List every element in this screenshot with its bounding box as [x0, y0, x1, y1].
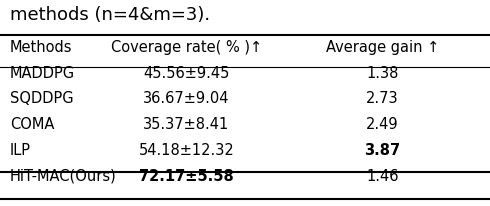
- Text: 1.38: 1.38: [366, 66, 398, 81]
- Text: Coverage rate( % )↑: Coverage rate( % )↑: [111, 40, 262, 55]
- Text: SQDDPG: SQDDPG: [10, 91, 74, 106]
- Text: methods (n=4&m=3).: methods (n=4&m=3).: [10, 6, 210, 24]
- Text: 2.49: 2.49: [366, 117, 398, 132]
- Text: 35.37±8.41: 35.37±8.41: [143, 117, 229, 132]
- Text: 1.46: 1.46: [366, 169, 398, 184]
- Text: 3.87: 3.87: [364, 143, 400, 158]
- Text: HiT-MAC(Ours): HiT-MAC(Ours): [10, 169, 117, 184]
- Text: 36.67±9.04: 36.67±9.04: [143, 91, 229, 106]
- Text: Average gain ↑: Average gain ↑: [325, 40, 439, 55]
- Text: Methods: Methods: [10, 40, 73, 55]
- Text: COMA: COMA: [10, 117, 54, 132]
- Text: MADDPG: MADDPG: [10, 66, 75, 81]
- Text: 2.73: 2.73: [366, 91, 398, 106]
- Text: ILP: ILP: [10, 143, 31, 158]
- Text: 45.56±9.45: 45.56±9.45: [143, 66, 229, 81]
- Text: 54.18±12.32: 54.18±12.32: [138, 143, 234, 158]
- Text: 72.17±5.58: 72.17±5.58: [139, 169, 234, 184]
